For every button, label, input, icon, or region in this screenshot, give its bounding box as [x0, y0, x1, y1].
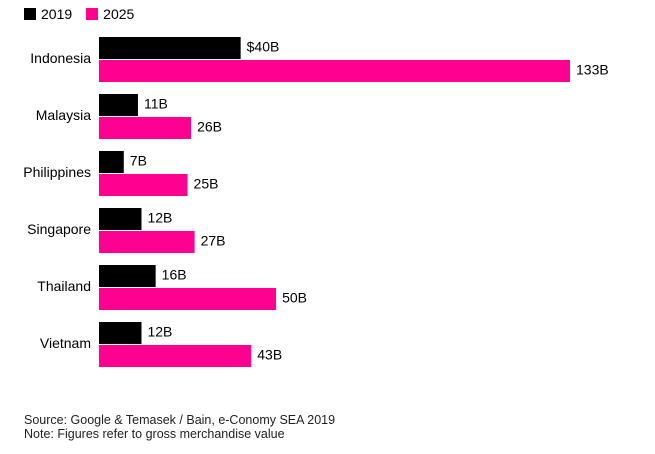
bar-2019 [99, 322, 142, 344]
bar-2025 [99, 60, 570, 82]
data-label: 12B [147, 210, 172, 226]
bar-2025 [99, 231, 195, 253]
chart-footer: Source: Google & Temasek / Bain, e-Conom… [24, 413, 335, 441]
category-label: Singapore [27, 221, 91, 237]
bar-2019 [99, 151, 124, 173]
data-label: 25B [194, 176, 219, 192]
data-label: $40B [247, 39, 280, 55]
category-label: Thailand [37, 278, 91, 294]
data-label: 26B [197, 119, 222, 135]
data-label: 12B [147, 324, 172, 340]
footnote: Note: Figures refer to gross merchandise… [24, 427, 285, 441]
legend-swatch-2019 [24, 8, 36, 20]
data-label: 133B [576, 62, 609, 78]
bar-chart: Indonesia $40B 133B Malaysia 11B 26B Philippin… [23, 37, 609, 367]
data-label: 43B [257, 347, 282, 363]
chart-legend: 2019 2025 [24, 6, 148, 22]
legend-label-2025: 2025 [103, 6, 135, 22]
legend-swatch-2025 [86, 8, 99, 20]
bar-2019 [99, 37, 241, 59]
bar-2025 [99, 288, 277, 310]
category-label: Indonesia [30, 50, 91, 66]
bar-2019 [99, 265, 156, 287]
data-label: 27B [201, 233, 226, 249]
category-label: Malaysia [36, 107, 91, 123]
bar-2019 [99, 208, 142, 230]
category-label: Philippines [23, 164, 91, 180]
source-note: Source: Google & Temasek / Bain, e-Conom… [24, 413, 336, 427]
bar-2019 [99, 94, 138, 116]
legend-label-2019: 2019 [41, 6, 73, 22]
data-label: 11B [144, 96, 168, 112]
bar-2025 [99, 117, 192, 139]
legend-item-2019: 2019 [24, 6, 72, 22]
data-label: 7B [130, 153, 147, 169]
bar-2025 [99, 345, 252, 367]
bar-2025 [99, 174, 188, 196]
data-label: 16B [162, 267, 187, 283]
legend-item-2025: 2025 [86, 6, 134, 22]
data-label: 50B [282, 290, 307, 306]
category-label: Vietnam [40, 335, 91, 351]
